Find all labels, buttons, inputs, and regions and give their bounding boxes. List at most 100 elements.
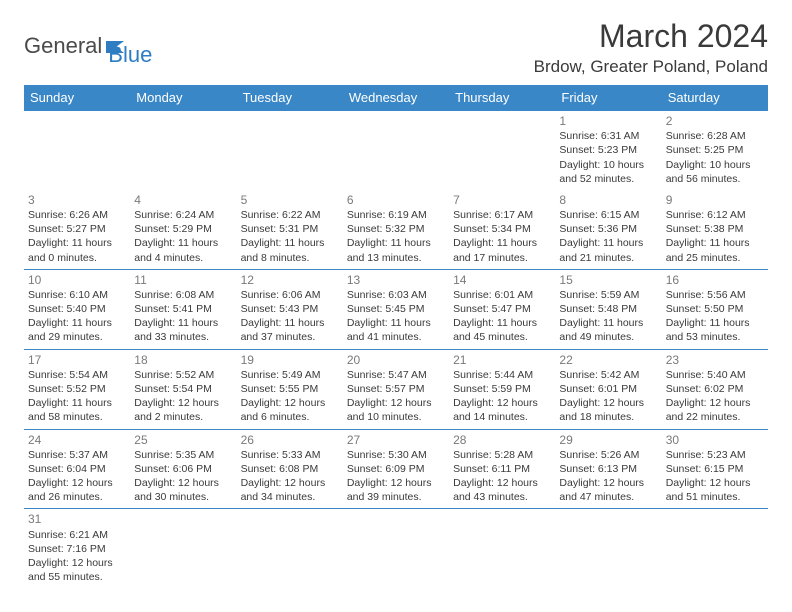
sunrise-text: Sunrise: 6:24 AM bbox=[134, 208, 232, 222]
sunrise-text: Sunrise: 6:28 AM bbox=[666, 129, 764, 143]
daylight-text: and 39 minutes. bbox=[347, 490, 445, 504]
calendar-cell: 10Sunrise: 6:10 AMSunset: 5:40 PMDayligh… bbox=[24, 269, 130, 349]
daylight-text: Daylight: 11 hours bbox=[134, 236, 232, 250]
calendar-cell bbox=[237, 509, 343, 591]
daylight-text: and 37 minutes. bbox=[241, 330, 339, 344]
daylight-text: Daylight: 11 hours bbox=[453, 316, 551, 330]
daylight-text: Daylight: 12 hours bbox=[134, 476, 232, 490]
day-number: 6 bbox=[347, 192, 445, 208]
sunrise-text: Sunrise: 6:15 AM bbox=[559, 208, 657, 222]
day-number: 20 bbox=[347, 352, 445, 368]
month-year-title: March 2024 bbox=[534, 18, 768, 55]
calendar-cell: 14Sunrise: 6:01 AMSunset: 5:47 PMDayligh… bbox=[449, 269, 555, 349]
calendar-cell: 18Sunrise: 5:52 AMSunset: 5:54 PMDayligh… bbox=[130, 349, 236, 429]
day-number: 17 bbox=[28, 352, 126, 368]
daylight-text: Daylight: 11 hours bbox=[453, 236, 551, 250]
daylight-text: Daylight: 11 hours bbox=[28, 316, 126, 330]
sunset-text: Sunset: 6:01 PM bbox=[559, 382, 657, 396]
sunrise-text: Sunrise: 5:40 AM bbox=[666, 368, 764, 382]
daylight-text: and 6 minutes. bbox=[241, 410, 339, 424]
calendar-cell: 30Sunrise: 5:23 AMSunset: 6:15 PMDayligh… bbox=[662, 429, 768, 509]
daylight-text: and 26 minutes. bbox=[28, 490, 126, 504]
sunrise-text: Sunrise: 5:52 AM bbox=[134, 368, 232, 382]
header: General Blue March 2024 Brdow, Greater P… bbox=[24, 18, 768, 77]
day-number: 30 bbox=[666, 432, 764, 448]
sunrise-text: Sunrise: 5:56 AM bbox=[666, 288, 764, 302]
daylight-text: and 21 minutes. bbox=[559, 251, 657, 265]
daylight-text: and 47 minutes. bbox=[559, 490, 657, 504]
sunrise-text: Sunrise: 5:23 AM bbox=[666, 448, 764, 462]
sunset-text: Sunset: 7:16 PM bbox=[28, 542, 126, 556]
sunset-text: Sunset: 6:04 PM bbox=[28, 462, 126, 476]
calendar-cell: 25Sunrise: 5:35 AMSunset: 6:06 PMDayligh… bbox=[130, 429, 236, 509]
sunset-text: Sunset: 5:57 PM bbox=[347, 382, 445, 396]
day-number: 7 bbox=[453, 192, 551, 208]
day-number: 18 bbox=[134, 352, 232, 368]
day-number: 5 bbox=[241, 192, 339, 208]
day-number: 22 bbox=[559, 352, 657, 368]
sunset-text: Sunset: 5:29 PM bbox=[134, 222, 232, 236]
sunrise-text: Sunrise: 5:26 AM bbox=[559, 448, 657, 462]
daylight-text: Daylight: 11 hours bbox=[559, 316, 657, 330]
sunrise-text: Sunrise: 5:42 AM bbox=[559, 368, 657, 382]
sunset-text: Sunset: 5:34 PM bbox=[453, 222, 551, 236]
sunrise-text: Sunrise: 5:28 AM bbox=[453, 448, 551, 462]
day-number: 19 bbox=[241, 352, 339, 368]
sunset-text: Sunset: 5:38 PM bbox=[666, 222, 764, 236]
calendar-cell: 26Sunrise: 5:33 AMSunset: 6:08 PMDayligh… bbox=[237, 429, 343, 509]
day-number: 4 bbox=[134, 192, 232, 208]
daylight-text: Daylight: 11 hours bbox=[28, 396, 126, 410]
daylight-text: Daylight: 11 hours bbox=[28, 236, 126, 250]
daylight-text: Daylight: 11 hours bbox=[347, 316, 445, 330]
calendar-cell: 2Sunrise: 6:28 AMSunset: 5:25 PMDaylight… bbox=[662, 111, 768, 190]
calendar-cell bbox=[343, 509, 449, 591]
sunset-text: Sunset: 6:09 PM bbox=[347, 462, 445, 476]
calendar-cell: 20Sunrise: 5:47 AMSunset: 5:57 PMDayligh… bbox=[343, 349, 449, 429]
logo: General Blue bbox=[24, 24, 152, 68]
day-number: 13 bbox=[347, 272, 445, 288]
day-header-monday: Monday bbox=[130, 85, 236, 111]
daylight-text: and 41 minutes. bbox=[347, 330, 445, 344]
sunrise-text: Sunrise: 6:12 AM bbox=[666, 208, 764, 222]
daylight-text: Daylight: 12 hours bbox=[453, 396, 551, 410]
calendar-cell: 19Sunrise: 5:49 AMSunset: 5:55 PMDayligh… bbox=[237, 349, 343, 429]
logo-text-blue: Blue bbox=[108, 42, 152, 68]
day-number: 29 bbox=[559, 432, 657, 448]
sunset-text: Sunset: 5:47 PM bbox=[453, 302, 551, 316]
daylight-text: and 2 minutes. bbox=[134, 410, 232, 424]
daylight-text: Daylight: 12 hours bbox=[241, 476, 339, 490]
sunrise-text: Sunrise: 5:30 AM bbox=[347, 448, 445, 462]
sunset-text: Sunset: 5:55 PM bbox=[241, 382, 339, 396]
daylight-text: and 30 minutes. bbox=[134, 490, 232, 504]
day-header-saturday: Saturday bbox=[662, 85, 768, 111]
sunrise-text: Sunrise: 5:44 AM bbox=[453, 368, 551, 382]
day-number: 27 bbox=[347, 432, 445, 448]
day-number: 26 bbox=[241, 432, 339, 448]
sunrise-text: Sunrise: 5:35 AM bbox=[134, 448, 232, 462]
daylight-text: Daylight: 12 hours bbox=[559, 476, 657, 490]
daylight-text: Daylight: 12 hours bbox=[134, 396, 232, 410]
day-header-wednesday: Wednesday bbox=[343, 85, 449, 111]
daylight-text: and 22 minutes. bbox=[666, 410, 764, 424]
day-header-thursday: Thursday bbox=[449, 85, 555, 111]
sunrise-text: Sunrise: 6:10 AM bbox=[28, 288, 126, 302]
daylight-text: and 43 minutes. bbox=[453, 490, 551, 504]
sunset-text: Sunset: 6:08 PM bbox=[241, 462, 339, 476]
daylight-text: and 0 minutes. bbox=[28, 251, 126, 265]
sunset-text: Sunset: 5:52 PM bbox=[28, 382, 126, 396]
daylight-text: Daylight: 11 hours bbox=[241, 236, 339, 250]
daylight-text: Daylight: 12 hours bbox=[347, 476, 445, 490]
daylight-text: Daylight: 11 hours bbox=[347, 236, 445, 250]
daylight-text: and 25 minutes. bbox=[666, 251, 764, 265]
sunset-text: Sunset: 6:11 PM bbox=[453, 462, 551, 476]
daylight-text: and 10 minutes. bbox=[347, 410, 445, 424]
daylight-text: and 17 minutes. bbox=[453, 251, 551, 265]
daylight-text: and 33 minutes. bbox=[134, 330, 232, 344]
calendar-cell: 12Sunrise: 6:06 AMSunset: 5:43 PMDayligh… bbox=[237, 269, 343, 349]
calendar-cell: 6Sunrise: 6:19 AMSunset: 5:32 PMDaylight… bbox=[343, 190, 449, 269]
calendar-cell: 11Sunrise: 6:08 AMSunset: 5:41 PMDayligh… bbox=[130, 269, 236, 349]
calendar-cell: 3Sunrise: 6:26 AMSunset: 5:27 PMDaylight… bbox=[24, 190, 130, 269]
calendar-cell: 15Sunrise: 5:59 AMSunset: 5:48 PMDayligh… bbox=[555, 269, 661, 349]
sunset-text: Sunset: 6:15 PM bbox=[666, 462, 764, 476]
sunset-text: Sunset: 5:32 PM bbox=[347, 222, 445, 236]
